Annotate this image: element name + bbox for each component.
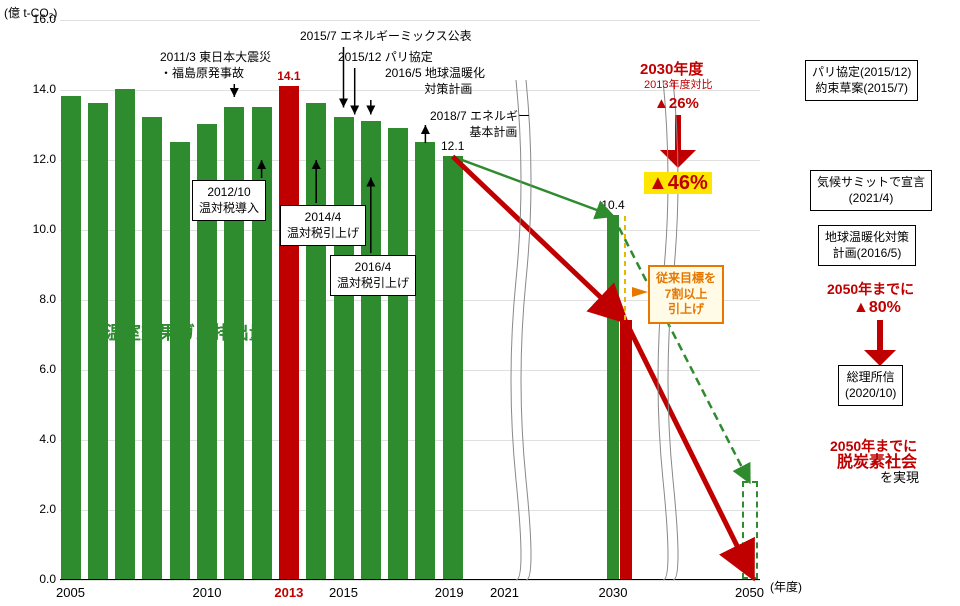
x-tick: 2030: [599, 585, 628, 600]
event-annotation: 2015/12 パリ協定: [338, 50, 433, 66]
target-raise-box: 従来目標を7割以上引上げ: [648, 265, 724, 324]
grid-line: [60, 20, 760, 21]
bar: [620, 320, 632, 579]
tax-annotation-box: 2012/10温対税導入: [192, 180, 266, 221]
target-2050-line1: 2050年までに: [827, 280, 914, 298]
grid-line: [60, 440, 760, 441]
context-box: 総理所信(2020/10): [838, 365, 903, 406]
target-2030-sub: 2013年度対比: [644, 78, 712, 92]
x-tick: 2050: [735, 585, 764, 600]
target-2030-new: ▲46%: [644, 170, 712, 196]
context-box: パリ協定(2015/12)約束草案(2015/7): [805, 60, 918, 101]
event-annotation: 2015/7 エネルギーミックス公表: [300, 29, 472, 45]
grid-line: [60, 580, 760, 581]
target-2030-title: 2030年度: [640, 60, 703, 80]
y-tick: 4.0: [20, 432, 56, 446]
event-annotation: 2011/3 東日本大震災・福島原発事故: [160, 50, 271, 81]
event-annotation: 2016/5 地球温暖化 対策計画: [385, 66, 485, 97]
bar: [607, 215, 619, 579]
bar: [334, 117, 354, 579]
x-axis-title: (年度): [770, 580, 802, 596]
bar: [306, 103, 326, 579]
ghg-emissions-chart: (億 t-CO₂)0.02.04.06.08.010.012.014.016.0…: [0, 0, 960, 606]
event-annotation: 2018/7 エネルギー 基本計画: [430, 109, 530, 140]
grid-line: [60, 160, 760, 161]
grid-line: [60, 370, 760, 371]
grid-line: [60, 230, 760, 231]
x-tick: 2019: [435, 585, 464, 600]
tax-annotation-box: 2014/4温対税引上げ: [280, 205, 366, 246]
y-tick: 6.0: [20, 362, 56, 376]
context-box: 気候サミットで宣言(2021/4): [810, 170, 932, 211]
bar-label: 12.1: [441, 139, 464, 153]
bar: [61, 96, 81, 579]
bar: [142, 117, 162, 579]
y-tick: 2.0: [20, 502, 56, 516]
target-2050-line4: 脱炭素社会: [837, 453, 917, 474]
y-tick: 10.0: [20, 222, 56, 236]
bar: [388, 128, 408, 580]
grid-line: [60, 510, 760, 511]
y-tick: 14.0: [20, 82, 56, 96]
y-tick: 0.0: [20, 572, 56, 586]
bar: [443, 156, 463, 580]
y-tick: 8.0: [20, 292, 56, 306]
target-2050-line2: ▲80%: [853, 298, 901, 319]
bar-2050-target: [742, 481, 758, 579]
context-box: 地球温暖化対策計画(2016/5): [818, 225, 916, 266]
bar-label: 10.4: [601, 198, 624, 212]
bar: [415, 142, 435, 580]
y-tick: 12.0: [20, 152, 56, 166]
tax-annotation-box: 2016/4温対税引上げ: [330, 255, 416, 296]
ghg-series-label: 温室効果ガス排出量: [105, 322, 267, 345]
target-2030-old: ▲26%: [654, 94, 699, 114]
x-tick: 2010: [193, 585, 222, 600]
x-tick: 2021: [490, 585, 519, 600]
bar: [361, 121, 381, 580]
x-tick: 2005: [56, 585, 85, 600]
x-tick: 2013: [274, 585, 303, 600]
bar: [170, 142, 190, 580]
y-tick: 16.0: [20, 12, 56, 26]
x-tick: 2015: [329, 585, 358, 600]
bar-label: 14.1: [277, 69, 300, 83]
bar: [279, 86, 299, 580]
